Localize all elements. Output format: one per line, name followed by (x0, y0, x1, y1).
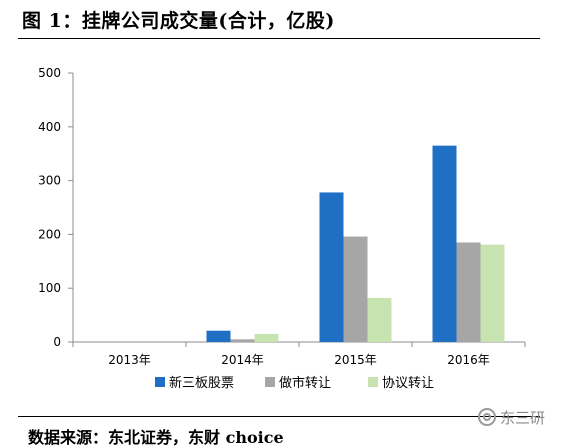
title-rule (18, 38, 540, 39)
bar (432, 145, 457, 342)
source-rule (18, 416, 540, 417)
y-tick-label: 100 (38, 281, 61, 295)
y-tick-label: 300 (38, 174, 61, 188)
bar (254, 333, 279, 342)
bar (456, 242, 481, 342)
x-tick-label: 2013年 (108, 353, 151, 367)
bar (206, 330, 231, 342)
y-tick-label: 400 (38, 120, 61, 134)
source-note: 数据来源：东北证券，东财 choice (28, 428, 284, 447)
legend-swatch (265, 377, 275, 387)
bar (343, 236, 368, 342)
y-tick-label: 200 (38, 227, 61, 241)
x-tick-label: 2016年 (447, 353, 490, 367)
legend-label: 协议转让 (382, 376, 434, 391)
legend-label: 新三板股票 (169, 375, 234, 391)
legend-label: 做市转让 (279, 375, 331, 391)
legend-swatch (368, 377, 378, 387)
bar (480, 244, 505, 342)
y-tick-label: 500 (38, 66, 61, 80)
figure-title: 图 1：挂牌公司成交量(合计，亿股) (22, 10, 335, 32)
x-tick-label: 2015年 (334, 353, 377, 367)
bar (367, 297, 392, 342)
watermark: 东三研 (478, 406, 558, 428)
bar (319, 192, 344, 342)
bar-chart: 0 100 200 300 400 500 2013年 2014年 2015年 2016年新三板股… (38, 66, 526, 391)
y-tick-label: 0 (53, 335, 61, 349)
watermark-text: 东三研 (500, 408, 546, 427)
x-tick-label: 2014年 (221, 353, 264, 367)
bar (230, 339, 255, 342)
wechat-icon (478, 408, 496, 426)
legend-swatch (155, 377, 165, 387)
